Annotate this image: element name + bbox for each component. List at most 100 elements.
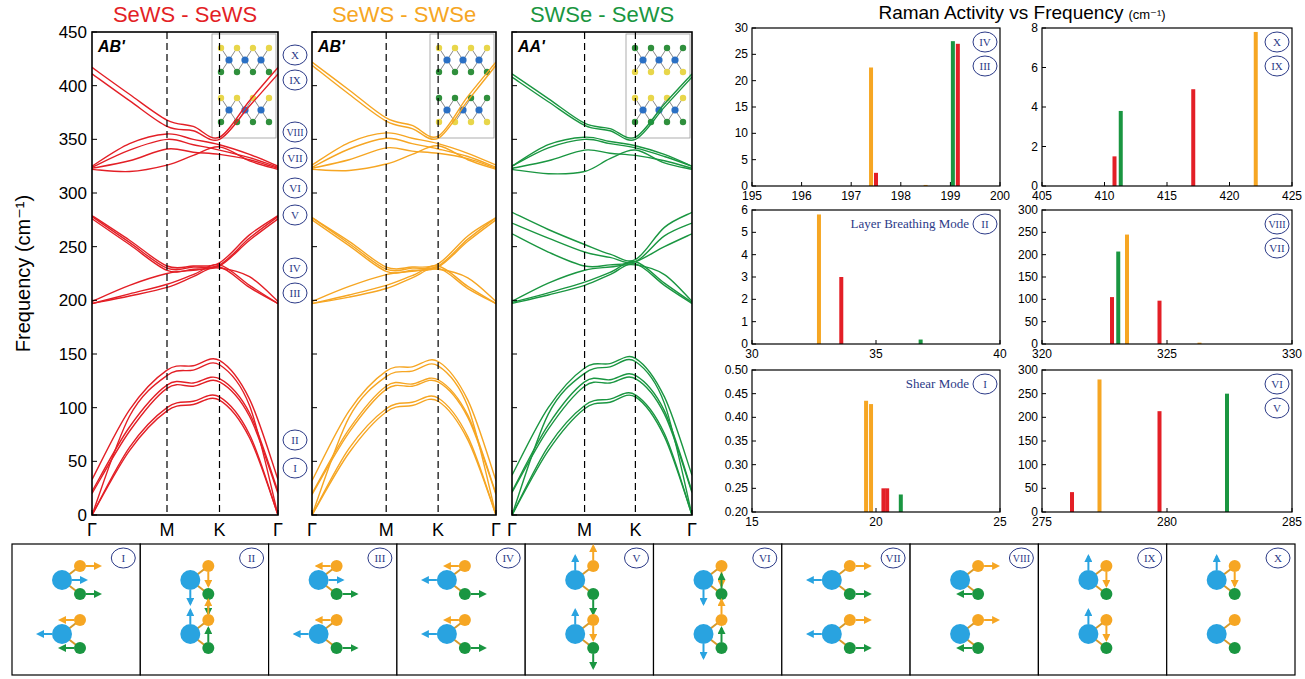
x-tick xyxy=(851,182,852,186)
raman-heading-text: Raman Activity vs Frequency xyxy=(878,2,1123,23)
mode-label-text: III xyxy=(980,60,991,72)
mode-label-text: II xyxy=(291,434,299,446)
mode-label: IX xyxy=(1138,548,1162,568)
mode-label-text: III xyxy=(374,552,385,564)
bars xyxy=(1110,235,1202,344)
atom xyxy=(844,614,856,626)
stacking-label: AB' xyxy=(97,38,126,55)
y-tick xyxy=(1042,28,1046,29)
mode-label-ring xyxy=(368,548,392,568)
x-tick-label: M xyxy=(379,520,394,540)
x-tick-label: 285 xyxy=(1282,515,1302,529)
atom xyxy=(587,588,599,600)
mode-label: VII xyxy=(881,548,905,568)
mode-note: Layer Breathing Mode xyxy=(851,216,970,231)
displacement-arrow xyxy=(721,574,723,588)
diagram-frame xyxy=(12,544,140,675)
phonon-band xyxy=(312,360,496,481)
y-tick xyxy=(752,417,756,418)
x-tick-label: 280 xyxy=(1157,515,1177,529)
y-tick-label: 0 xyxy=(78,506,87,525)
mode-diagram: IX xyxy=(1038,544,1166,675)
phonon-band xyxy=(512,77,692,140)
y-tick xyxy=(1042,417,1046,418)
mode-diagram: I xyxy=(12,544,140,675)
mode-label-ring xyxy=(283,178,307,198)
plot-frame xyxy=(752,210,1000,344)
x-tick xyxy=(1167,182,1168,186)
bars xyxy=(864,401,903,512)
y-tick xyxy=(312,139,317,140)
mode-label: III xyxy=(368,548,392,568)
y-tick xyxy=(1042,254,1046,255)
x-tick-label: K xyxy=(432,520,444,540)
mode-diagram: III xyxy=(269,544,397,675)
plot-frame xyxy=(92,32,278,515)
inset-atom xyxy=(484,95,490,101)
displacement-arrow xyxy=(592,546,594,560)
panel-title: SeWS - SeWS xyxy=(113,2,257,27)
phonon-band xyxy=(92,67,278,138)
y-tick-label: 6 xyxy=(1031,61,1038,75)
atom xyxy=(587,642,599,654)
x-tick-label: 405 xyxy=(1032,189,1052,203)
bands xyxy=(312,62,496,515)
phonon-band xyxy=(312,364,496,515)
displacement-arrow xyxy=(445,619,459,621)
atom xyxy=(972,642,984,654)
inset-atom xyxy=(234,45,240,51)
y-tick xyxy=(312,354,317,355)
displacement-arrow xyxy=(1087,556,1089,570)
mode-label: VIII xyxy=(283,122,307,142)
displacement-arrow xyxy=(60,619,74,621)
x-tick-label: 275 xyxy=(1032,515,1052,529)
y-tick xyxy=(92,354,97,355)
x-tick-label: 20 xyxy=(869,515,883,529)
inset-atom xyxy=(468,45,474,51)
displacement-arrow xyxy=(189,610,191,624)
atom xyxy=(202,642,214,654)
bars xyxy=(1070,379,1229,512)
inset-atom xyxy=(680,119,686,125)
diagram-frame xyxy=(140,544,268,675)
x-tick xyxy=(278,510,279,515)
mode-diagram: VIII xyxy=(910,544,1038,675)
mode-label-text: V xyxy=(633,552,641,564)
y-tick-label: 300 xyxy=(1018,363,1038,377)
y-tick-label: 0.40 xyxy=(725,410,749,424)
phonon-band xyxy=(512,74,692,138)
displacement-arrow xyxy=(207,572,209,586)
mode-diagram: X xyxy=(1167,544,1295,675)
inset-atom xyxy=(218,95,224,101)
raman-bar xyxy=(1158,411,1162,512)
displacement-arrow xyxy=(207,600,209,614)
x-tick xyxy=(1167,508,1168,512)
y-tick xyxy=(752,393,756,394)
inset-atom xyxy=(225,106,232,113)
mode-label: V xyxy=(1265,398,1289,418)
phonon-band xyxy=(312,138,496,167)
inset-atom xyxy=(680,45,686,51)
x-tick xyxy=(1000,340,1001,344)
y-tick-label: 2 xyxy=(1031,140,1038,154)
mode-label-ring xyxy=(283,430,307,450)
y-tick xyxy=(92,407,97,408)
y-tick xyxy=(312,85,317,86)
mode-label-text: IX xyxy=(289,74,301,86)
mode-label: IX xyxy=(283,70,307,90)
mode-diagram: VI xyxy=(654,544,782,675)
plot-frame xyxy=(512,32,692,515)
displacement-arrow xyxy=(1087,610,1089,624)
x-tick xyxy=(900,182,901,186)
y-tick xyxy=(1042,146,1046,147)
phonon-band xyxy=(92,139,278,167)
displacement-arrow xyxy=(592,626,594,640)
displacement-arrow xyxy=(1105,626,1107,640)
y-tick xyxy=(92,515,97,516)
y-tick xyxy=(92,32,97,33)
mode-diagram: VII xyxy=(782,544,910,675)
mode-label-text: X xyxy=(291,49,299,61)
plot-frame xyxy=(1042,370,1292,512)
phonon-band xyxy=(92,149,278,169)
atom xyxy=(587,614,599,626)
